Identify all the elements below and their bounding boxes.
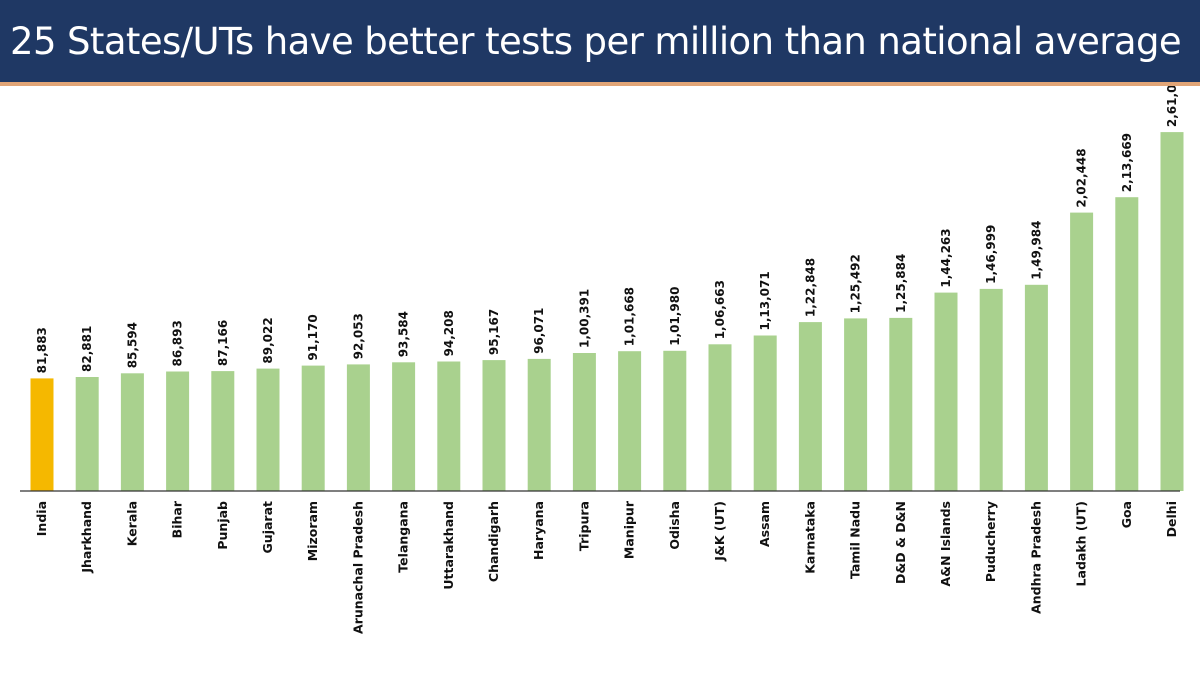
category-label-18: Tamil Nadu (848, 501, 863, 579)
bar-21 (979, 288, 1003, 491)
accent-rule (0, 82, 1200, 86)
value-label-2: 85,594 (125, 322, 139, 368)
bar-chart: 81,883 82,881 85,594 86,893 87,166 89,022 91,1… (20, 86, 1184, 634)
bar-24 (1115, 197, 1139, 491)
value-label-5: 89,022 (261, 317, 275, 363)
value-label-23: 2,02,448 (1075, 148, 1089, 207)
bars (30, 132, 1184, 491)
category-label-21: Puducherry (983, 501, 998, 582)
category-label-10: Chandigarh (486, 501, 501, 582)
category-label-5: Gujarat (260, 501, 275, 553)
value-label-16: 1,13,071 (758, 271, 772, 330)
value-labels: 81,883 82,881 85,594 86,893 87,166 89,022 91,1… (35, 86, 1179, 373)
category-label-12: Tripura (576, 501, 591, 551)
value-label-14: 1,01,980 (668, 287, 682, 346)
value-label-9: 94,208 (442, 310, 456, 356)
value-label-8: 93,584 (397, 311, 411, 357)
bar-9 (437, 361, 461, 491)
bar-16 (753, 335, 777, 491)
bar-5 (256, 368, 280, 491)
value-label-15: 1,06,663 (713, 280, 727, 339)
category-label-2: Kerala (124, 501, 139, 546)
bar-19 (889, 317, 913, 491)
value-label-7: 92,053 (351, 313, 365, 359)
bar-8 (392, 362, 416, 491)
value-label-25: 2,61,029 (1165, 86, 1179, 127)
bar-18 (844, 318, 868, 491)
category-label-11: Haryana (531, 501, 546, 560)
category-label-7: Arunachal Pradesh (350, 501, 365, 634)
value-label-19: 1,25,884 (894, 254, 908, 313)
value-label-24: 2,13,669 (1120, 133, 1134, 192)
bar-20 (934, 292, 958, 491)
value-label-13: 1,01,668 (623, 287, 637, 346)
value-label-22: 1,49,984 (1029, 221, 1043, 280)
bar-11 (527, 358, 551, 491)
category-label-1: Jharkhand (79, 501, 94, 574)
category-label-8: Telangana (396, 501, 411, 573)
category-label-24: Goa (1119, 501, 1134, 528)
category-label-16: Assam (757, 501, 772, 547)
value-label-20: 1,44,263 (939, 228, 953, 287)
value-label-3: 86,893 (171, 320, 185, 366)
category-label-23: Ladakh (UT) (1074, 501, 1089, 586)
bar-10 (482, 360, 506, 491)
value-label-6: 91,170 (306, 314, 320, 360)
category-label-3: Bihar (170, 500, 185, 538)
value-label-10: 95,167 (487, 309, 501, 355)
category-label-15: J&K (UT) (712, 501, 727, 562)
bar-4 (211, 371, 235, 491)
title-banner: 25 States/UTs have better tests per mill… (0, 0, 1200, 82)
value-label-18: 1,25,492 (849, 254, 863, 313)
category-label-9: Uttarakhand (441, 501, 456, 590)
bar-6 (301, 365, 325, 491)
category-label-6: Mizoram (305, 501, 320, 561)
category-label-0: India (34, 501, 49, 536)
category-label-22: Andhra Pradesh (1028, 501, 1043, 614)
value-label-21: 1,46,999 (984, 225, 998, 284)
bar-13 (618, 351, 642, 491)
value-label-4: 87,166 (216, 320, 230, 366)
value-label-11: 96,071 (532, 308, 546, 354)
bar-25 (1160, 132, 1184, 491)
category-labels: India Jharkhand Kerala Bihar Punjab Gujarat Mi… (34, 500, 1179, 634)
bar-12 (572, 353, 596, 491)
category-label-13: Manipur (622, 500, 637, 559)
bar-0 (30, 378, 54, 491)
category-label-14: Odisha (667, 501, 682, 550)
value-label-0: 81,883 (35, 327, 49, 373)
bar-1 (75, 377, 99, 491)
bar-23 (1070, 212, 1094, 491)
value-label-1: 82,881 (80, 326, 94, 372)
bar-15 (708, 344, 732, 491)
bar-7 (346, 364, 370, 491)
bar-22 (1024, 284, 1048, 491)
bar-2 (120, 373, 144, 491)
category-label-4: Punjab (215, 501, 230, 550)
value-label-17: 1,22,848 (803, 258, 817, 317)
category-label-17: Karnataka (802, 501, 817, 574)
category-label-25: Delhi (1164, 501, 1179, 537)
category-label-20: A&N Islands (938, 501, 953, 587)
bar-14 (663, 350, 687, 491)
page-title: 25 States/UTs have better tests per mill… (10, 19, 1182, 63)
category-label-19: D&D & D&N (893, 501, 908, 584)
bar-17 (798, 322, 822, 491)
bar-3 (166, 371, 190, 491)
value-label-12: 1,00,391 (577, 289, 591, 348)
